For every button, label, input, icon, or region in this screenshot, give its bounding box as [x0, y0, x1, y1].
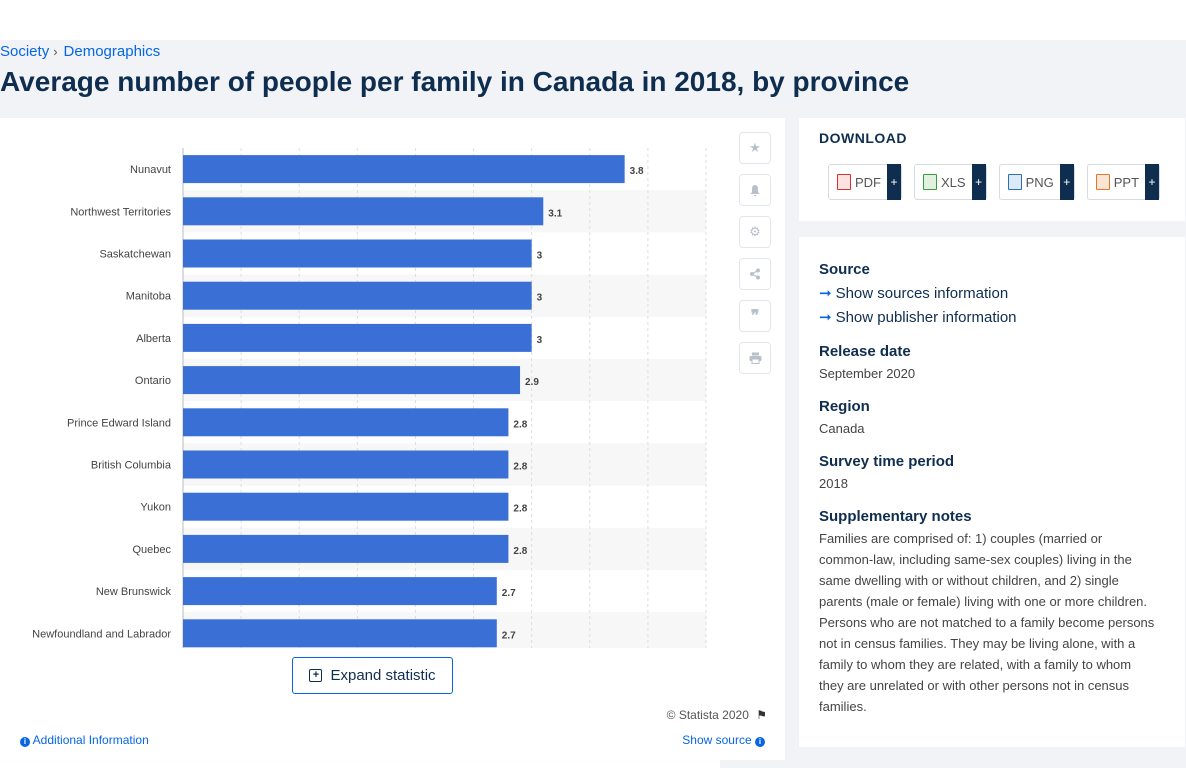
bar-10 [183, 577, 497, 606]
breadcrumb-separator: › [53, 44, 58, 59]
y-tick-label: Alberta [136, 333, 172, 345]
pdf-icon [837, 174, 851, 190]
arrow-right-icon: ➞ [819, 309, 832, 326]
y-tick-label: Manitoba [126, 291, 172, 303]
plus-icon: + [1059, 164, 1074, 200]
data-label: 2.8 [513, 462, 527, 473]
show-publisher-label: Show publisher information [835, 309, 1017, 326]
quote-icon[interactable]: ❞ [739, 300, 771, 332]
y-tick-label: Newfoundland and Labrador [32, 628, 171, 640]
bar-5 [183, 366, 521, 395]
bell-icon[interactable] [739, 174, 771, 206]
show-sources-link[interactable]: ➞ Show sources information [819, 284, 1008, 302]
data-label: 3.1 [548, 208, 562, 219]
y-tick-label: New Brunswick [96, 586, 172, 598]
plus-icon: + [1145, 164, 1160, 200]
y-tick-label: Northwest Territories [70, 206, 171, 218]
supplementary-notes-text: Families are comprised of: 1) couples (m… [819, 531, 1155, 714]
download-png-label: PNG [1025, 174, 1054, 190]
copyright-text: © Statista 2020 [666, 708, 749, 722]
release-date-value: September 2020 [819, 366, 916, 381]
y-tick-label: Prince Edward Island [67, 417, 171, 429]
breadcrumb: Society › Demographics [0, 43, 160, 60]
xls-icon [923, 174, 937, 190]
plus-square-icon: + [309, 669, 323, 682]
y-tick-label: Nunavut [130, 164, 171, 176]
release-date-heading: Release date [819, 343, 911, 360]
show-source-label: Show source [682, 733, 752, 747]
data-label: 2.8 [513, 504, 527, 515]
show-sources-label: Show sources information [835, 285, 1009, 302]
chart-tools: ★ ⚙ ❞ [739, 132, 771, 384]
page-title: Average number of people per family in C… [0, 66, 910, 97]
download-pdf-button[interactable]: PDF + [828, 164, 902, 200]
bar-8 [183, 492, 509, 521]
download-ppt-button[interactable]: PPT + [1086, 164, 1161, 200]
expand-statistic-button[interactable]: + Expand statistic [292, 657, 453, 694]
expand-statistic-label: Expand statistic [330, 667, 436, 684]
info-icon: i [20, 737, 30, 747]
plus-icon: + [971, 164, 986, 200]
data-label: 2.9 [525, 377, 539, 388]
download-title: DOWNLOAD [819, 130, 907, 146]
download-buttons: PDF + XLS + PNG + PPT + [828, 164, 1161, 200]
bar-7 [183, 450, 509, 479]
y-tick-label: Quebec [132, 544, 171, 556]
top-bar [0, 0, 1186, 40]
data-label: 2.8 [513, 419, 527, 430]
download-pdf-label: PDF [855, 174, 881, 190]
additional-information-link[interactable]: i Additional Information [20, 733, 149, 747]
data-label: 2.7 [502, 588, 516, 599]
y-tick-label: Ontario [135, 375, 171, 387]
data-label: 3 [537, 251, 543, 262]
data-label: 2.8 [513, 546, 527, 557]
additional-information-label: Additional Information [32, 733, 149, 747]
y-tick-label: Yukon [140, 502, 171, 514]
bar-chart: Nunavut 3.8 Northwest Territories 3.1 Saskat… [32, 148, 707, 648]
download-xls-label: XLS [941, 174, 966, 190]
survey-period-heading: Survey time period [819, 453, 955, 470]
show-source-link[interactable]: Show source i [682, 733, 765, 747]
share-icon[interactable] [739, 258, 771, 290]
bar-0 [183, 155, 625, 184]
bar-4 [183, 323, 532, 352]
data-label: 3.8 [630, 166, 644, 177]
flag-icon[interactable]: ⚑ [756, 708, 767, 722]
region-heading: Region [819, 398, 870, 415]
bar-11 [183, 619, 497, 648]
info-icon: i [755, 737, 765, 747]
bar-6 [183, 408, 509, 437]
y-tick-label: Saskatchewan [99, 249, 171, 261]
plus-icon: + [887, 164, 901, 200]
breadcrumb-society[interactable]: Society [0, 43, 50, 60]
statistic-info-card: Source ➞ Show sources information ➞ Show p… [799, 237, 1185, 747]
data-label: 3 [537, 293, 543, 304]
bar-1 [183, 197, 544, 226]
print-icon[interactable] [739, 342, 771, 374]
arrow-right-icon: ➞ [819, 285, 832, 302]
source-heading: Source [819, 261, 870, 278]
bar-3 [183, 281, 532, 310]
chart-card: Nunavut 3.8 Northwest Territories 3.1 Saskat… [0, 118, 785, 768]
download-card: DOWNLOAD PDF + XLS + PNG + PPT + [799, 118, 1185, 221]
region-value: Canada [819, 421, 865, 436]
bar-2 [183, 239, 532, 268]
copyright: © Statista 2020 ⚑ [667, 708, 767, 722]
survey-period-value: 2018 [819, 476, 848, 491]
bar-9 [183, 534, 509, 563]
show-publisher-link[interactable]: ➞ Show publisher information [819, 308, 1017, 326]
supplementary-notes-heading: Supplementary notes [819, 508, 972, 525]
png-icon [1007, 174, 1022, 190]
y-tick-label: British Columbia [91, 460, 172, 472]
breadcrumb-demographics[interactable]: Demographics [63, 43, 161, 60]
gear-icon[interactable]: ⚙ [739, 216, 771, 248]
download-xls-button[interactable]: XLS + [914, 164, 987, 200]
download-png-button[interactable]: PNG + [998, 164, 1075, 200]
ppt-icon [1095, 174, 1110, 190]
download-ppt-label: PPT [1113, 174, 1140, 190]
data-label: 2.7 [502, 630, 516, 641]
star-icon[interactable]: ★ [739, 132, 771, 164]
data-label: 3 [537, 335, 543, 346]
